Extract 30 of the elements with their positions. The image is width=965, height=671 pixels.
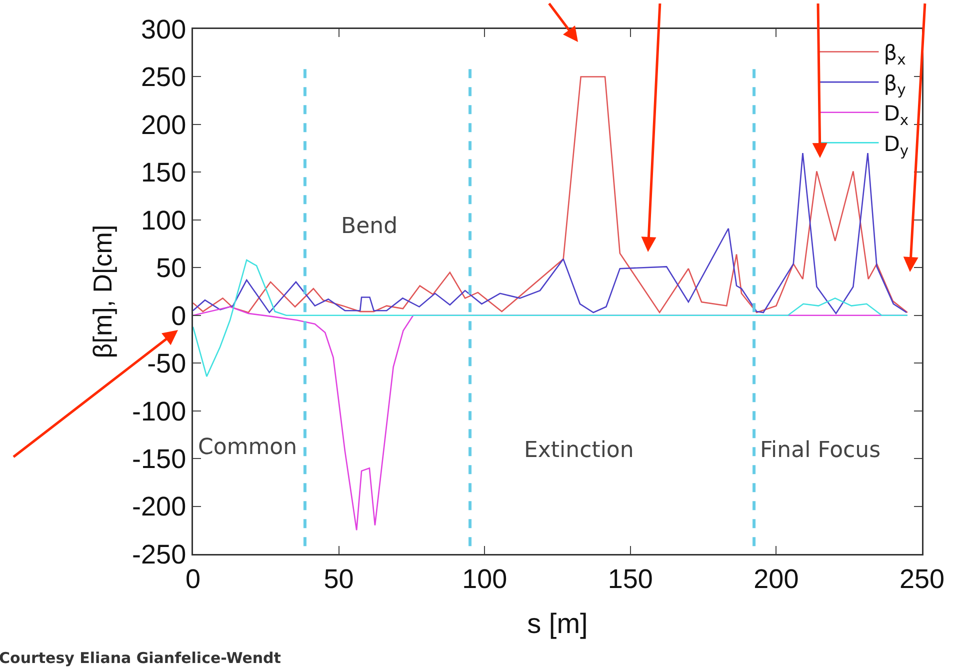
x-tick-label: 50 <box>324 564 354 594</box>
y-tick-label: 150 <box>141 158 186 188</box>
y-tick-label: 300 <box>141 14 186 44</box>
y-tick-label: -150 <box>132 444 186 474</box>
y-tick-label: 100 <box>141 205 186 236</box>
y-tick-label: 50 <box>156 253 186 284</box>
y-tick-label: -50 <box>147 348 186 379</box>
y-tick-label: 250 <box>141 62 186 92</box>
x-tick-label: 150 <box>608 564 653 594</box>
annotation: Final Focus <box>760 438 881 463</box>
legend-label: D$_{x}$ <box>884 102 909 129</box>
x-tick-label: 200 <box>754 564 799 594</box>
y-axis-title: β[m], D[cm] <box>88 224 118 358</box>
annotation: Bend <box>341 214 398 239</box>
legend-label: D$_{y}$ <box>884 132 909 160</box>
y-tick-label: 200 <box>141 110 186 140</box>
legend-label: β$_{y}$ <box>884 71 906 99</box>
y-tick-label: -250 <box>132 539 186 570</box>
annotation: Common <box>198 435 298 460</box>
y-tick-label: -200 <box>132 492 186 522</box>
y-tick-label: -100 <box>132 396 186 426</box>
x-axis-title: s [m] <box>527 608 588 639</box>
text: Courtesy Eliana Gianfelice-Wendt <box>0 649 281 667</box>
line-series <box>193 259 908 378</box>
legend-label: β$_{x}$ <box>884 40 906 68</box>
annotation: Extinction <box>524 438 634 463</box>
x-tick-label: 100 <box>462 564 508 594</box>
x-tick-label: 250 <box>899 564 945 594</box>
line-series <box>193 76 908 314</box>
y-tick-label: 0 <box>171 300 186 331</box>
